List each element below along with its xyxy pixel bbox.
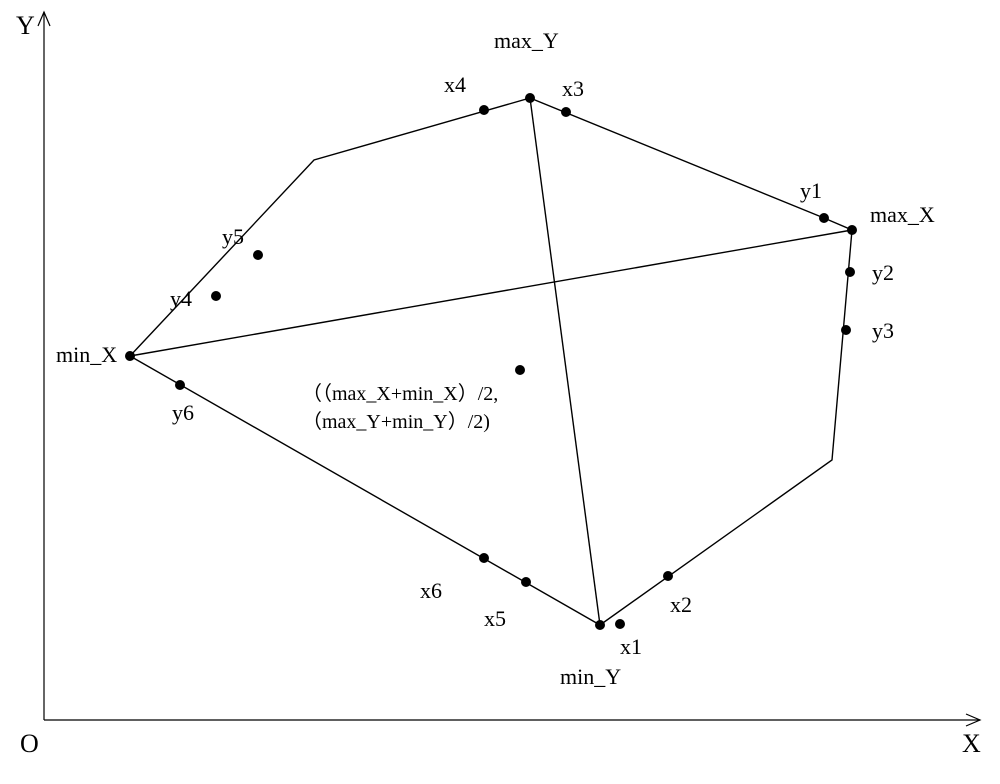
- point-label-x6: x6: [420, 578, 442, 603]
- point-label-y5: y5: [222, 224, 244, 249]
- point-y4: [211, 291, 221, 301]
- point-max_Y: [525, 93, 535, 103]
- inner-line-1: [530, 98, 600, 625]
- geometry-diagram: O X Ymax_Y x4 x3 y1 max_X y2 y3 y5 y4 min_X y6 x6 x5 mi…: [0, 0, 1000, 784]
- point-label-max_Y: max_Y: [494, 28, 559, 53]
- point-y3: [841, 325, 851, 335]
- axis-label-y: Y: [16, 11, 35, 40]
- point-x5: [521, 577, 531, 587]
- point-label-x5: x5: [484, 606, 506, 631]
- center-label-line2: （max_Y+min_Y）/2): [302, 410, 490, 433]
- point-y1: [819, 213, 829, 223]
- point-label-y2: y2: [872, 260, 894, 285]
- center-label-line1: （（max_X+min_X）/2,: [302, 382, 498, 405]
- point-label-y4: y4: [170, 286, 192, 311]
- point-label-x1: x1: [620, 634, 642, 659]
- point-max_X: [847, 225, 857, 235]
- point-y6: [175, 380, 185, 390]
- point-label-max_X: max_X: [870, 202, 935, 227]
- points: [125, 93, 857, 630]
- polygon-shape: [130, 98, 852, 625]
- point-label-min_Y: min_Y: [560, 664, 621, 689]
- point-y5: [253, 250, 263, 260]
- center-point: [515, 365, 525, 375]
- point-label-x3: x3: [562, 76, 584, 101]
- point-label-y3: y3: [872, 318, 894, 343]
- point-min_Y: [595, 620, 605, 630]
- point-x1: [615, 619, 625, 629]
- point-label-y6: y6: [172, 400, 194, 425]
- point-label-x4: x4: [444, 72, 466, 97]
- axes: [38, 12, 980, 726]
- point-label-y1: y1: [800, 178, 822, 203]
- polygon-outline: [130, 98, 852, 625]
- labels: O X Ymax_Y x4 x3 y1 max_X y2 y3 y5 y4 min_X y6 x6 x5 mi…: [16, 11, 981, 758]
- point-x2: [663, 571, 673, 581]
- point-x6: [479, 553, 489, 563]
- point-label-min_X: min_X: [56, 342, 117, 367]
- axis-label-x: X: [962, 729, 981, 758]
- point-x3: [561, 107, 571, 117]
- point-label-x2: x2: [670, 592, 692, 617]
- point-x4: [479, 105, 489, 115]
- axis-label-origin: O: [20, 729, 39, 758]
- point-min_X: [125, 351, 135, 361]
- point-y2: [845, 267, 855, 277]
- inner-lines: [130, 98, 852, 625]
